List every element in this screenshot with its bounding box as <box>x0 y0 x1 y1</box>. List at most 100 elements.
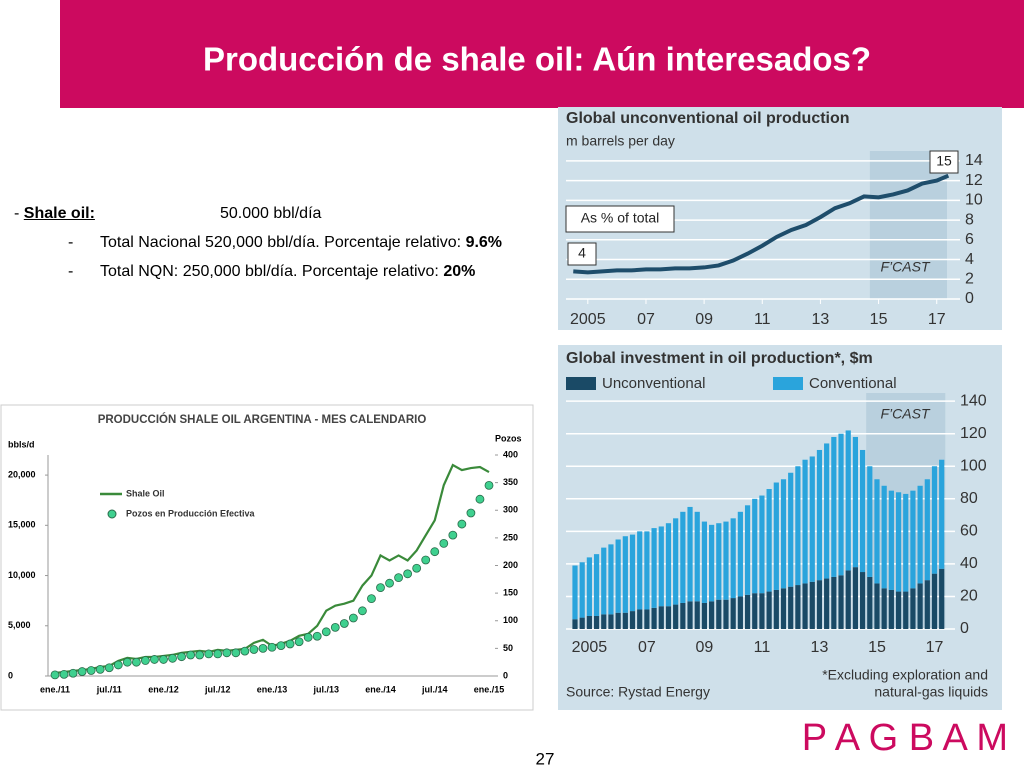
bar-segment <box>644 609 650 629</box>
annotation-box <box>567 242 597 266</box>
data-point <box>285 639 295 649</box>
bar-segment <box>744 594 751 629</box>
x-tick-label: 07 <box>638 639 656 656</box>
bar-segment <box>903 591 909 629</box>
bar-segment <box>622 536 628 613</box>
bar-segment <box>701 521 708 603</box>
bar-segment <box>687 506 693 602</box>
bar-segment <box>910 490 916 589</box>
data-point <box>321 627 331 637</box>
bar-segment <box>622 612 628 629</box>
x-tick-label: 2005 <box>570 311 606 328</box>
x-tick-label: jul./12 <box>204 684 231 694</box>
bar-segment <box>701 602 708 629</box>
bar-segment <box>816 449 823 581</box>
bar-segment <box>931 466 938 574</box>
bar-segment <box>874 479 880 584</box>
sub-bullet: - Total NQN: 250,000 bbl/día. Porcentaje … <box>68 263 476 280</box>
y-tick-label: 60 <box>960 523 978 540</box>
bar-segment <box>673 518 679 605</box>
y-tick-label: 10 <box>965 192 983 209</box>
y-tick-label: 5,000 <box>8 620 31 630</box>
bar-segment <box>730 598 736 629</box>
bar-segment <box>694 511 700 602</box>
data-point <box>475 494 485 504</box>
y-tick-label: 100 <box>960 457 987 474</box>
data-point <box>439 539 449 548</box>
sub-bullet-bold: 9.6% <box>465 234 503 251</box>
annotation: F’CAST <box>881 406 931 422</box>
bar-segment <box>637 609 643 629</box>
legend-label: Unconventional <box>602 375 705 392</box>
bar-segment <box>615 539 621 613</box>
chart-subtitle: m barrels per day <box>566 133 675 149</box>
data-point <box>466 508 476 518</box>
x-tick-label: 13 <box>811 639 829 656</box>
x-tick-label: 07 <box>637 311 655 328</box>
data-point <box>186 650 196 660</box>
legend-swatch <box>773 377 803 390</box>
bar-segment <box>867 576 873 629</box>
footnote: *Excluding exploration and <box>822 667 988 683</box>
chart-title: Global unconventional oil production <box>566 110 850 127</box>
bar-segment <box>637 531 643 610</box>
bar-segment <box>852 567 859 629</box>
source: Source: Rystad Energy <box>566 684 710 700</box>
bar-segment <box>680 511 686 603</box>
data-point <box>303 632 313 642</box>
bar-segment <box>673 604 679 629</box>
data-point <box>68 668 78 678</box>
bar-segment <box>579 617 585 629</box>
bullet-label: Shale oil: <box>23 205 95 222</box>
data-point <box>412 563 422 573</box>
bar-segment <box>759 593 765 629</box>
data-point <box>448 530 458 540</box>
x-tick-label: jul./11 <box>96 684 122 694</box>
bar-segment <box>744 505 751 595</box>
bar-segment <box>895 591 902 629</box>
y2-tick-label: 50 <box>503 643 513 653</box>
bar-segment <box>644 531 650 610</box>
bar-segment <box>931 573 938 629</box>
bar-segment <box>766 489 772 592</box>
bar-segment <box>809 456 815 582</box>
data-point <box>122 657 132 667</box>
annotation: As % of total <box>581 210 660 226</box>
y2-axis-label: Pozos <box>495 433 522 443</box>
data-point <box>258 643 268 653</box>
y-tick-label: 14 <box>965 152 983 169</box>
bar-segment <box>601 614 607 629</box>
bar-segment <box>773 482 779 590</box>
bar-segment <box>845 570 851 629</box>
data-point <box>168 653 177 663</box>
y2-tick-label: 300 <box>503 505 518 515</box>
x-tick-label: jul./14 <box>421 684 448 694</box>
bar-segment <box>593 615 600 629</box>
bar-segment <box>586 615 592 629</box>
bar-segment <box>831 576 837 629</box>
data-point <box>104 663 114 673</box>
chart-title: PRODUCCIÓN SHALE OIL ARGENTINA - MES CAL… <box>98 413 427 426</box>
y-tick-label: 6 <box>965 231 974 248</box>
data-point <box>348 613 358 623</box>
bar-segment <box>665 606 672 629</box>
data-point <box>385 578 394 588</box>
bar-segment <box>831 436 837 577</box>
forecast-region <box>869 151 947 299</box>
bar-segment <box>608 614 614 629</box>
bar-segment <box>723 521 729 600</box>
bar-segment <box>788 586 794 629</box>
x-tick-label: 17 <box>926 639 944 656</box>
bar-segment <box>615 612 621 629</box>
y2-tick-label: 200 <box>503 560 518 570</box>
data-point <box>421 555 431 565</box>
y2-tick-label: 0 <box>503 670 508 680</box>
bar-segment <box>939 568 945 629</box>
data-line <box>573 173 950 275</box>
bar-segment <box>838 575 844 629</box>
annotation: F’CAST <box>881 259 931 275</box>
data-point <box>330 622 340 632</box>
logo: P A G B A M <box>802 717 1008 759</box>
bar-segment <box>924 479 930 581</box>
data-point <box>59 669 69 679</box>
